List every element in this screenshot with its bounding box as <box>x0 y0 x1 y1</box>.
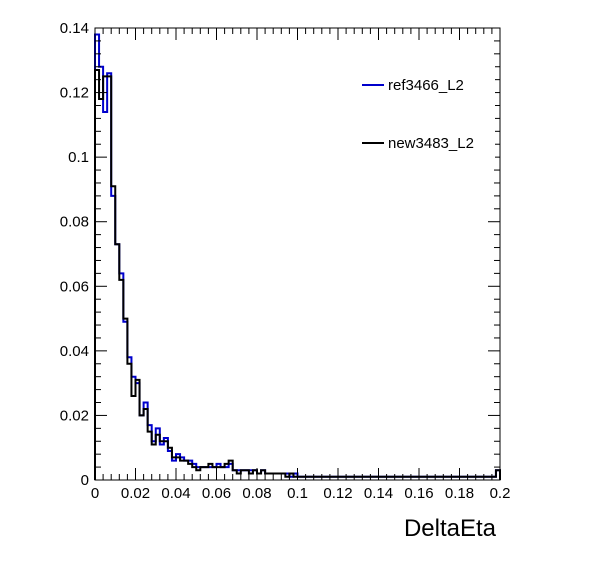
x-tick-label: 0.18 <box>445 485 474 502</box>
x-tick-label: 0.14 <box>364 485 393 502</box>
legend-label-new3483: new3483_L2 <box>388 135 474 152</box>
x-tick-label: 0 <box>91 485 99 502</box>
x-tick-label: 0.12 <box>323 485 352 502</box>
series-line-new3483-l2 <box>94 68 501 480</box>
x-tick-label: 0.02 <box>121 485 150 502</box>
y-axis-tick-labels: 0 0.02 0.04 0.06 0.08 0.1 0.12 0.14 <box>60 20 89 489</box>
axis-ticks <box>94 27 501 481</box>
series-layer <box>94 33 501 480</box>
y-tick-label: 0.04 <box>60 343 89 360</box>
x-tick-label: 0.2 <box>490 485 511 502</box>
x-tick-label: 0.16 <box>404 485 433 502</box>
legend-label-ref3466: ref3466_L2 <box>388 77 464 94</box>
x-axis-tick-labels: 0 0.02 0.04 0.06 0.08 0.1 0.12 0.14 0.16 0.18 0.2 <box>91 485 511 502</box>
y-tick-label: 0 <box>81 472 89 489</box>
legend: ref3466_L2 new3483_L2 <box>357 59 495 167</box>
x-tick-label: 0.06 <box>202 485 231 502</box>
x-tick-label: 0.04 <box>161 485 190 502</box>
y-tick-label: 0.06 <box>60 278 89 295</box>
y-tick-label: 0.14 <box>60 20 89 37</box>
x-axis-title: DeltaEta <box>404 515 497 542</box>
y-tick-label: 0.12 <box>60 85 89 102</box>
y-tick-label: 0.02 <box>60 407 89 424</box>
x-tick-label: 0.08 <box>242 485 271 502</box>
legend-box <box>357 59 495 167</box>
x-tick-label: 0.1 <box>287 485 308 502</box>
y-tick-label: 0.1 <box>68 149 89 166</box>
y-tick-label: 0.08 <box>60 214 89 231</box>
